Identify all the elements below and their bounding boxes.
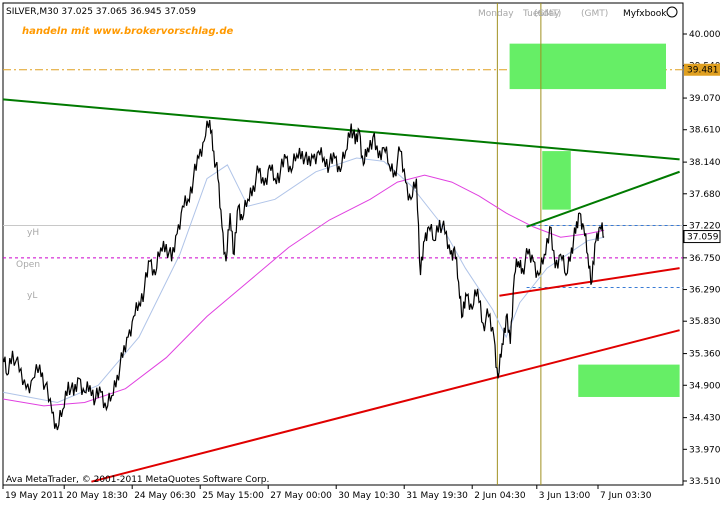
session-label-tuesday: Tuesday [522,9,560,19]
y-tick-label: 33.510 [689,477,721,487]
y-tick-label: 33.970 [689,445,721,455]
zone-box-1 [509,43,666,90]
x-tick-label: 24 May 06:30 [134,491,196,501]
x-tick-label: 20 May 18:30 [66,491,128,501]
y-tick-label: 38.610 [689,126,721,136]
x-tick-label: 31 May 19:30 [406,491,468,501]
session-label-monday: Monday [478,9,514,19]
x-tick-label: 30 May 10:30 [338,491,400,501]
current-price-label: 37.059 [687,233,719,243]
ma-fast-line [2,157,605,404]
trendline-2 [526,170,680,228]
trendline-3 [91,329,680,483]
x-tick-label: 27 May 00:00 [270,491,332,501]
watermark-text: handeln mit www.brokervorschlag.de [22,26,234,37]
session-label-gmt-1: (GMT) [534,9,561,19]
copyright-text: Ava MetaTrader, © 2001-2011 MetaQuotes S… [6,475,269,485]
x-tick-label: 3 Jun 13:00 [539,491,591,501]
y-tick-label: 34.430 [689,414,721,424]
price-series [2,119,605,431]
level-price-tag [684,63,720,76]
y-tick-label: 37.220 [689,221,721,231]
y-tick-label: 38.140 [689,158,721,168]
level-label-yl: yL [27,291,37,301]
brand-logo-icon [666,6,678,18]
brand-label: Myfxbook [623,9,667,19]
x-tick-label: 2 Jun 04:30 [474,491,526,501]
level-label-open: Open [16,260,40,270]
ma-slow-line [2,174,605,407]
session-label-gmt-2: (GMT) [581,9,608,19]
x-tick-label: 7 Jun 03:30 [600,491,652,501]
trendline-1 [2,98,680,161]
zone-box-2 [542,151,571,210]
y-tick-label: 40.000 [689,30,721,40]
x-tick-label: 25 May 15:00 [202,491,264,501]
y-tick-label: 35.830 [689,317,721,327]
y-tick-label: 34.900 [689,381,721,391]
level-price-label: 39.481 [687,66,719,76]
y-tick-label: 35.360 [689,350,721,360]
level-label-yh: yH [27,228,39,238]
x-tick-label: 19 May 2011 [5,491,64,501]
y-tick-label: 36.290 [689,286,721,296]
symbol-header: SILVER,M30 37.025 37.065 36.945 37.059 [6,7,196,17]
trendline-4 [499,267,680,297]
y-tick-label: 37.680 [689,190,721,200]
y-tick-label: 39.070 [689,94,721,104]
zone-box-3 [578,364,680,397]
y-tick-label: 36.750 [689,254,721,264]
current-price-tag [683,230,721,244]
